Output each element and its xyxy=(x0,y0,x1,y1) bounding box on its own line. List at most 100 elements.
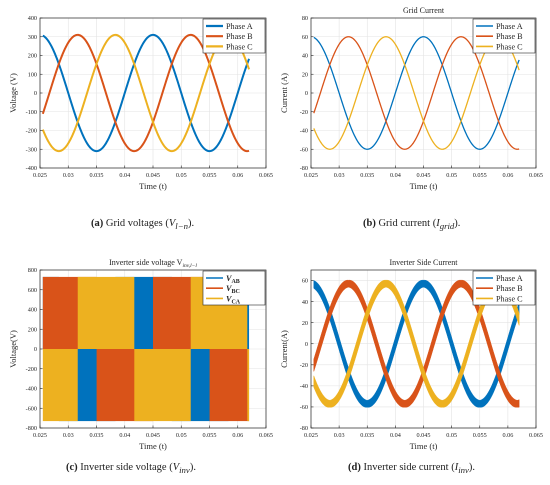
y-tick-label: 400 xyxy=(28,15,37,22)
y-tick-label: 80 xyxy=(302,15,308,22)
x-tick-label: 0.025 xyxy=(33,432,47,439)
y-tick-label: -100 xyxy=(26,109,37,116)
chart-panel-c: 0.025 0.03 0.035 0.04 0.045 0.05 0.055 0.06 0.06… xyxy=(8,258,273,451)
caption-d: (d) Inverter side current (Iinv). xyxy=(348,462,475,475)
x-axis-label: Time (t) xyxy=(410,181,438,191)
y-axis-label: Voltage(V) xyxy=(8,330,18,368)
y-tick-label: -20 xyxy=(300,362,308,369)
y-tick-label: 60 xyxy=(302,34,308,41)
x-tick-label: 0.04 xyxy=(119,432,130,439)
chart-panel-b: 0.025 0.03 0.035 0.04 0.045 0.05 0.055 0.06 0.06… xyxy=(279,6,543,191)
pwm-block-CA xyxy=(134,349,191,422)
y-tick-label: -200 xyxy=(26,366,37,373)
y-tick-label: -40 xyxy=(300,383,308,390)
caption-a-text: Grid voltages ( xyxy=(105,218,169,229)
y-tick-label: -60 xyxy=(300,404,308,411)
caption-c-sub: inv xyxy=(179,465,190,476)
x-tick-label: 0.03 xyxy=(334,172,345,179)
x-axis-label: Time (t) xyxy=(139,181,167,191)
legend-label: Phase C xyxy=(496,42,523,51)
x-tick-label: 0.04 xyxy=(119,172,130,179)
legend-label: Phase B xyxy=(226,32,253,41)
y-tick-label: 20 xyxy=(302,71,308,78)
caption-c-label: (c) xyxy=(66,462,78,473)
x-tick-label: 0.045 xyxy=(417,432,431,439)
y-tick-label: 20 xyxy=(302,320,308,327)
caption-c-end: ). xyxy=(189,462,196,473)
pwm-block-CA xyxy=(247,349,250,422)
legend-label: VAB xyxy=(226,274,240,285)
pwm-block-CA xyxy=(77,276,135,349)
caption-a-sym: V xyxy=(168,218,176,229)
legend-label: Phase A xyxy=(496,22,523,31)
y-tick-label: -800 xyxy=(26,425,37,432)
y-tick-label: -80 xyxy=(300,425,308,432)
chart-panel-d: 0.025 0.03 0.035 0.04 0.045 0.05 0.055 0.06 0.06… xyxy=(279,258,543,451)
caption-c: (c) Inverter side voltage (Vinv). xyxy=(66,462,196,475)
y-tick-label: 0 xyxy=(34,90,37,97)
caption-b-label: (b) xyxy=(363,218,376,229)
y-tick-label: 400 xyxy=(28,307,37,314)
legend-label: Phase B xyxy=(496,284,523,293)
x-tick-label: 0.04 xyxy=(390,172,401,179)
series-group xyxy=(313,279,520,408)
x-tick-label: 0.065 xyxy=(259,172,273,179)
x-axis-label: Time (t) xyxy=(410,441,438,451)
y-tick-label: 0 xyxy=(34,346,37,353)
legend-label: VBC xyxy=(226,284,240,295)
chart-title: Inverter Side Current xyxy=(390,258,459,267)
y-tick-label: -20 xyxy=(300,109,308,116)
x-tick-label: 0.05 xyxy=(446,172,457,179)
x-tick-label: 0.065 xyxy=(529,432,543,439)
y-tick-label: -400 xyxy=(26,165,37,172)
caption-b-text: Grid current ( xyxy=(378,218,437,229)
caption-d-end: ). xyxy=(468,462,476,473)
y-tick-label: -200 xyxy=(26,128,37,135)
x-tick-label: 0.045 xyxy=(146,432,160,439)
x-tick-label: 0.055 xyxy=(473,432,487,439)
x-tick-label: 0.05 xyxy=(446,432,457,439)
y-tick-label: -40 xyxy=(300,128,308,135)
x-tick-label: 0.035 xyxy=(90,432,104,439)
y-tick-label: 40 xyxy=(302,53,308,60)
x-tick-label: 0.06 xyxy=(502,172,513,179)
x-tick-label: 0.04 xyxy=(390,432,401,439)
y-tick-label: 800 xyxy=(28,267,37,274)
caption-a-sub: l−n xyxy=(175,221,189,232)
x-tick-label: 0.045 xyxy=(417,172,431,179)
x-tick-label: 0.06 xyxy=(232,432,243,439)
series-band-phase-b xyxy=(313,279,520,408)
y-axis-label: Voltage (V) xyxy=(8,73,18,113)
series-line-phase-b xyxy=(41,33,250,153)
x-tick-label: 0.025 xyxy=(304,172,318,179)
legend-label: Phase B xyxy=(496,32,523,41)
caption-d-label: (d) xyxy=(348,462,361,473)
y-tick-label: 200 xyxy=(28,53,37,60)
y-tick-label: 300 xyxy=(28,34,37,41)
x-tick-label: 0.03 xyxy=(63,432,74,439)
caption-c-text: Inverter side voltage ( xyxy=(80,462,173,473)
x-tick-label: 0.055 xyxy=(473,172,487,179)
y-axis-label: Current (A) xyxy=(279,73,289,113)
y-tick-label: 100 xyxy=(28,71,37,78)
y-tick-label: 0 xyxy=(305,90,308,97)
caption-b-sub: grid xyxy=(439,221,455,232)
x-tick-label: 0.03 xyxy=(63,172,74,179)
y-tick-label: -600 xyxy=(26,405,37,412)
caption-a: (a) Grid voltages (Vl−n). xyxy=(91,218,194,231)
caption-b-end: ). xyxy=(454,218,461,229)
x-tick-label: 0.055 xyxy=(203,432,217,439)
pwm-block-CA xyxy=(42,349,78,422)
y-tick-label: -300 xyxy=(26,146,37,153)
x-tick-label: 0.035 xyxy=(360,172,374,179)
y-tick-label: 600 xyxy=(28,287,37,294)
x-tick-label: 0.035 xyxy=(360,432,374,439)
y-tick-label: 0 xyxy=(305,341,308,348)
caption-d-sub: inv xyxy=(458,465,469,476)
x-tick-label: 0.065 xyxy=(529,172,543,179)
caption-b-sym: I xyxy=(436,218,440,229)
caption-d-sym: I xyxy=(454,462,459,473)
